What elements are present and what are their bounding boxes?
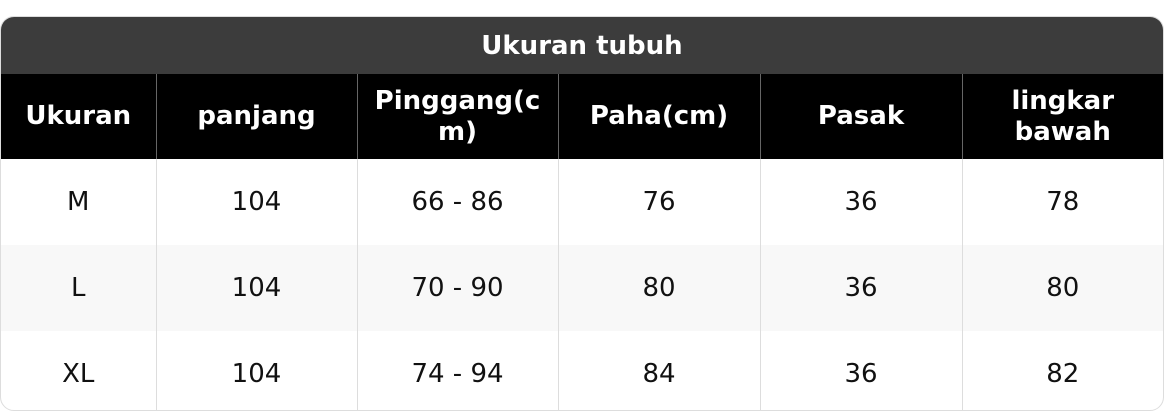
table-cell: 76 [557, 159, 760, 245]
table-cell: 74 - 94 [356, 331, 558, 410]
table-cell: XL [62, 359, 95, 389]
table-cell: M [67, 187, 90, 217]
header-row: Ukuran panjang Pinggang(cm) Paha(cm) Pas… [1, 74, 1163, 159]
header-cell: Ukuran [1, 74, 156, 159]
table-cell: 82 [961, 331, 1163, 410]
table-cell: 104 [155, 331, 357, 410]
table-cell: L [1, 245, 156, 331]
table-cell: 80 [557, 245, 760, 331]
size-table-card: Ukuran tubuh Ukuran panjang Pinggang(cm)… [0, 16, 1164, 411]
table-cell: 80 [961, 245, 1163, 331]
table-cell: 78 [961, 159, 1163, 245]
table-row: M 104 66 - 86 76 36 78 [1, 159, 1163, 245]
table-cell: 66 - 86 [356, 159, 558, 245]
table-cell: 104 [155, 159, 357, 245]
table-cell: 36 [759, 331, 962, 410]
table-title: Ukuran tubuh [1, 17, 1163, 74]
header-cell: panjang [155, 74, 357, 159]
header-cell: Pasak [759, 74, 962, 159]
table-cell: 36 [759, 159, 962, 245]
header-cell: lingkar bawah [961, 74, 1163, 159]
table-row: XL 104 74 - 94 84 36 82 [1, 331, 1163, 410]
header-cell: Pinggang(cm) [356, 74, 558, 159]
header-cell: Paha(cm) [557, 74, 760, 159]
table-cell: 36 [759, 245, 962, 331]
size-table: Ukuran panjang Pinggang(cm) Paha(cm) Pas… [1, 74, 1163, 410]
table-cell: 84 [557, 331, 760, 410]
table-cell: 70 - 90 [356, 245, 558, 331]
table-row: L 104 70 - 90 80 36 80 [1, 245, 1163, 331]
table-cell: 104 [155, 245, 357, 331]
